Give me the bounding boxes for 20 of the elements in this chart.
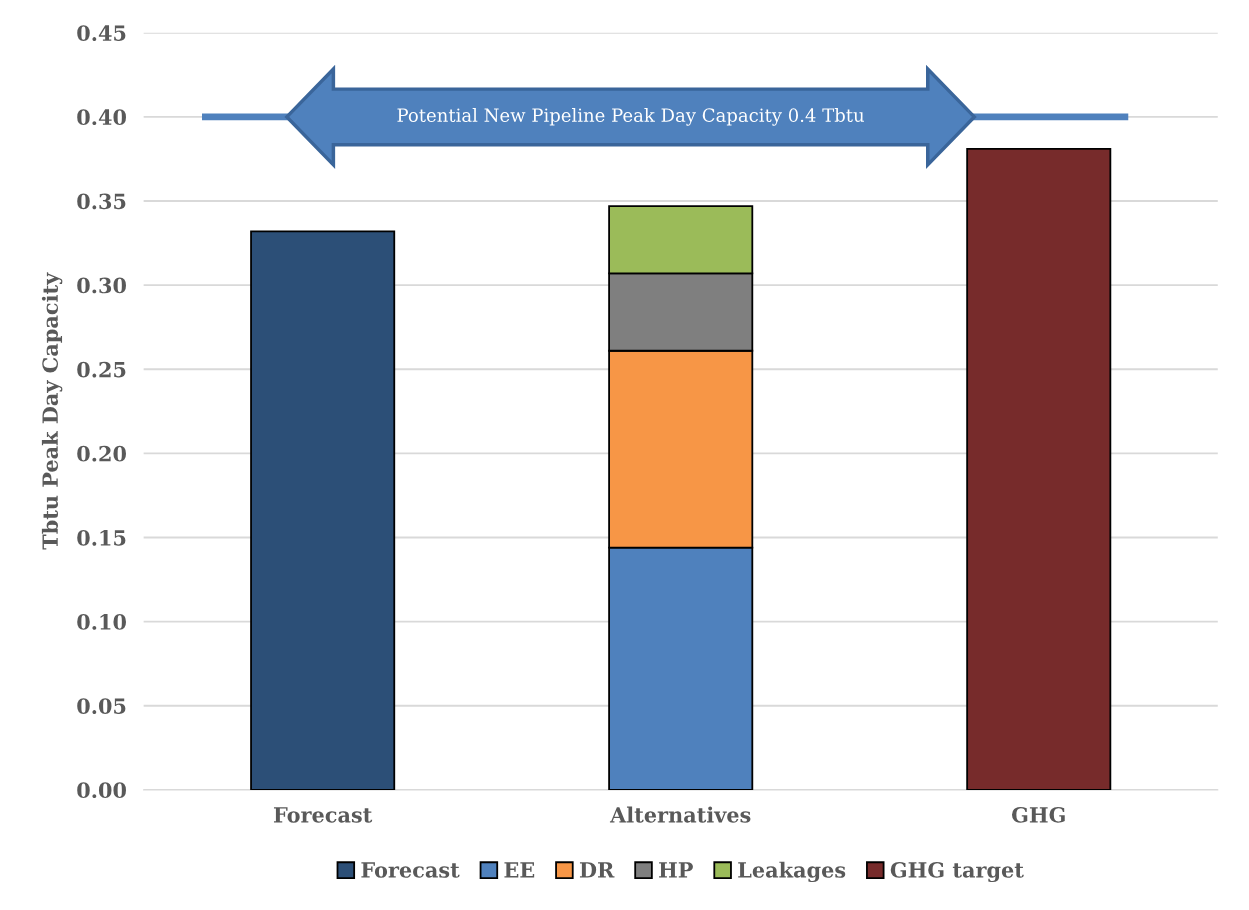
y-tick-label: 0.00 [77,782,126,799]
legend-label: HP [659,862,693,878]
y-tick-label: 0.05 [77,698,126,714]
y-axis-title: Tbtu Peak Day Capacity [41,272,63,550]
legend-label: GHG target [890,862,1024,883]
y-tick-label: 0.25 [77,361,126,378]
y-tick-label: 0.45 [77,25,126,41]
y-tick-label: 0.10 [77,614,126,630]
y-tick-label: 0.35 [77,193,126,210]
x-tick-label: Forecast [273,807,373,823]
y-tick-label: 0.15 [77,529,126,546]
x-tick-label: Alternatives [609,806,751,823]
y-tick-label: 0.30 [77,277,126,294]
legend-label: Forecast [361,862,460,878]
legend-label: Leakages [738,861,846,883]
y-tick-label: 0.20 [77,445,126,462]
legend-label: DR [579,862,615,878]
legend-label: EE [504,862,535,878]
x-tick-label: GHG [1011,806,1065,823]
y-tick-label: 0.40 [77,109,126,126]
